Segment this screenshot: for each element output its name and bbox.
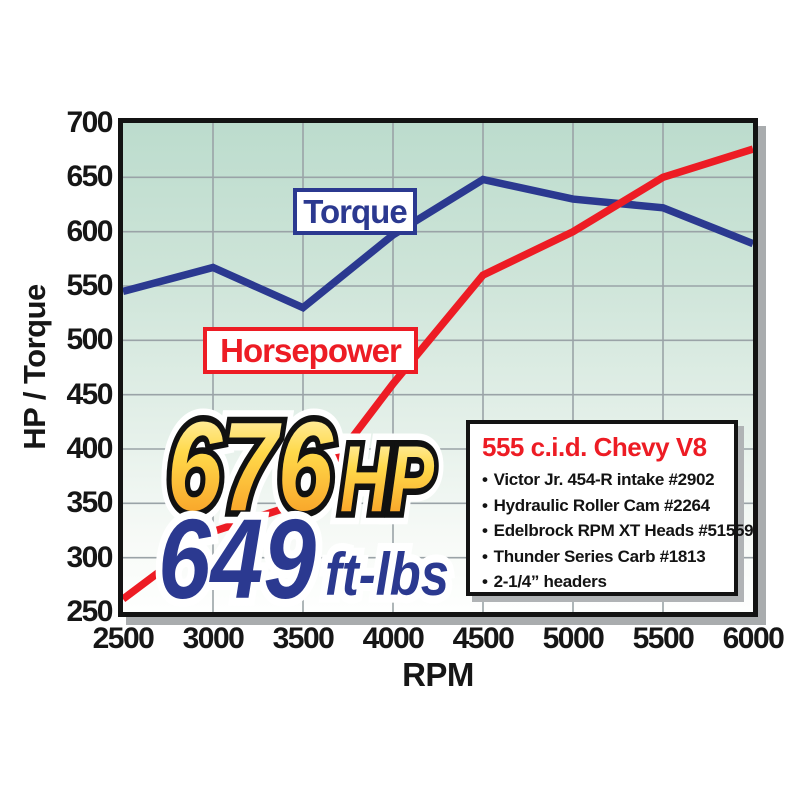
x-axis-title: RPM — [402, 656, 474, 693]
spec-item-text: Hydraulic Roller Cam #2264 — [493, 495, 710, 515]
y-tick-label: 300 — [66, 540, 113, 574]
bullet-icon: • — [482, 470, 488, 489]
torque-line — [123, 175, 753, 313]
y-tick-label: 250 — [66, 595, 113, 628]
y-axis-title: HP / Torque — [17, 284, 52, 450]
horsepower-series-label: Horsepower — [203, 327, 418, 374]
x-tick-label: 5500 — [632, 622, 695, 655]
bullet-icon: • — [482, 521, 488, 540]
x-tick-label: 3000 — [182, 622, 245, 655]
x-tick-label: 2500 — [92, 622, 155, 655]
y-tick-label: 600 — [66, 214, 113, 248]
spec-item-text: Thunder Series Carb #1813 — [493, 546, 706, 566]
y-tick-label: 400 — [66, 432, 113, 465]
bullet-icon: • — [482, 572, 488, 591]
spec-item: • Edelbrock RPM XT Heads #51559 — [482, 518, 754, 544]
y-tick-label: 650 — [66, 160, 113, 194]
torque-series-label-text: Torque — [303, 192, 407, 230]
spec-box-title: 555 c.i.d. Chevy V8 — [482, 432, 707, 462]
x-tick-label: 5000 — [542, 622, 605, 655]
spec-box: 555 c.i.d. Chevy V8 • Victor Jr. 454-R in… — [466, 420, 754, 596]
x-tick-label: 4500 — [452, 622, 515, 655]
y-tick-label: 350 — [66, 486, 113, 520]
horsepower-series-label-text: Horsepower — [220, 331, 402, 369]
x-tick-label: 3500 — [272, 622, 335, 655]
spec-item-text: Victor Jr. 454-R intake #2902 — [493, 470, 715, 489]
spec-item: • 2-1/4” headers — [482, 569, 726, 595]
horsepower-line — [123, 145, 753, 603]
spec-item: • Victor Jr. 454-R intake #2902 — [482, 467, 726, 493]
y-tick-label: 700 — [66, 106, 113, 139]
bullet-icon: • — [482, 546, 488, 566]
spec-item-text: Edelbrock RPM XT Heads #51559 — [493, 521, 754, 540]
spec-item: • Thunder Series Carb #1813 — [482, 544, 726, 570]
x-tick-label: 4000 — [362, 622, 425, 655]
y-tick-label: 550 — [66, 269, 113, 302]
y-tick-label: 500 — [66, 323, 113, 357]
spec-item-text: 2-1/4” headers — [493, 572, 607, 591]
torque-series-label: Torque — [293, 188, 417, 235]
bullet-icon: • — [482, 495, 488, 515]
y-tick-label: 450 — [66, 377, 113, 411]
x-tick-label: 6000 — [722, 622, 785, 655]
spec-item: • Hydraulic Roller Cam #2264 — [482, 493, 726, 519]
spec-item-list: • Victor Jr. 454-R intake #2902 • Hydraulic… — [482, 467, 754, 595]
